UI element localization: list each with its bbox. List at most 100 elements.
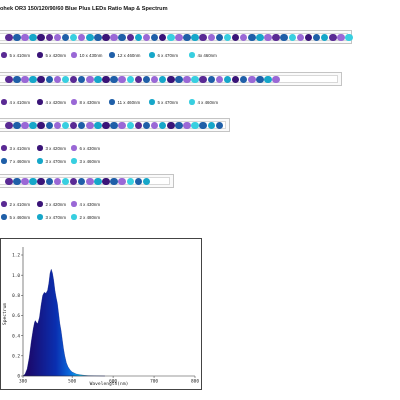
y-tick-label: 0 bbox=[17, 374, 20, 380]
led-dot-410nm bbox=[199, 33, 207, 41]
led-dot-430nm bbox=[264, 33, 272, 41]
legend-label: 4 x 430nm bbox=[79, 201, 101, 207]
led-dot-420nm bbox=[37, 177, 45, 185]
led-dot-470nm bbox=[29, 75, 37, 83]
led-bar-or3-60 bbox=[0, 174, 174, 188]
legend-item: 7 x 460nm bbox=[1, 157, 30, 165]
led-dot-430nm bbox=[53, 75, 62, 83]
legend-item: 4 x 410nm bbox=[1, 98, 30, 106]
led-dot-430nm bbox=[86, 75, 94, 83]
led-dot-460nm bbox=[110, 121, 118, 129]
led-dot-470nm bbox=[86, 33, 94, 41]
led-dot-460nm bbox=[207, 75, 215, 83]
led-dot-420nm bbox=[102, 177, 110, 185]
led-dot-410nm bbox=[69, 121, 78, 129]
led-dot-480nm bbox=[167, 33, 175, 41]
legend-item: 2 x 420nm bbox=[37, 200, 66, 208]
led-bar-or3-120 bbox=[0, 72, 342, 86]
led-dot-420nm bbox=[167, 121, 175, 129]
legend-item: 3 x 420nm bbox=[37, 144, 66, 152]
led-dot-410nm bbox=[199, 75, 207, 83]
led-dot-480nm bbox=[69, 33, 78, 41]
led-dot-460nm bbox=[13, 121, 21, 129]
led-dot-470nm bbox=[223, 75, 232, 83]
led-dot-460nm bbox=[45, 121, 53, 129]
led-dot-460nm bbox=[312, 33, 321, 41]
led-dot-430nm bbox=[142, 33, 151, 41]
led-dot-410nm bbox=[45, 33, 53, 41]
legend-swatch bbox=[71, 158, 77, 164]
led-dot-430nm bbox=[248, 75, 256, 83]
legend-swatch bbox=[37, 201, 43, 207]
led-dot-460nm bbox=[239, 75, 248, 83]
legend-label: 3 x 420nm bbox=[45, 145, 67, 151]
legend-swatch bbox=[189, 52, 195, 58]
led-dot-430nm bbox=[183, 75, 191, 83]
led-dot-410nm bbox=[5, 75, 13, 83]
led-dot-460nm bbox=[175, 75, 183, 83]
led-dot-410nm bbox=[5, 177, 13, 185]
legend-swatch bbox=[1, 214, 7, 220]
legend-item: 3 x 470nm bbox=[37, 213, 66, 221]
led-dot-430nm bbox=[183, 121, 191, 129]
led-dot-460nm bbox=[77, 121, 86, 129]
led-dot-430nm bbox=[110, 33, 118, 41]
led-dot-410nm bbox=[5, 121, 13, 129]
led-dot-470nm bbox=[264, 75, 272, 83]
led-dot-430nm bbox=[207, 33, 215, 41]
legend-swatch bbox=[71, 145, 77, 151]
led-dot-430nm bbox=[21, 75, 29, 83]
legend-swatch bbox=[1, 145, 7, 151]
legend-item: 10 x 430nm bbox=[71, 51, 102, 59]
led-dot-470nm bbox=[94, 121, 102, 129]
led-dot-470nm bbox=[94, 75, 102, 83]
led-dot-430nm bbox=[118, 177, 126, 185]
y-tick-label: 0.8 bbox=[12, 293, 20, 299]
x-tick-label: 600 bbox=[109, 379, 117, 385]
legend-label: 4x 460nm bbox=[197, 52, 217, 58]
led-dot-410nm bbox=[329, 33, 337, 41]
led-dot-470nm bbox=[207, 121, 215, 129]
legend-swatch bbox=[37, 145, 43, 151]
led-dot-460nm bbox=[175, 121, 183, 129]
legend-item: 6 x 430nm bbox=[71, 144, 100, 152]
legend-swatch bbox=[189, 99, 195, 105]
led-dot-470nm bbox=[158, 121, 167, 129]
led-dot-420nm bbox=[37, 75, 45, 83]
led-dot-420nm bbox=[304, 33, 313, 41]
legend-swatch bbox=[37, 214, 43, 220]
legend-swatch bbox=[37, 52, 43, 58]
led-dot-460nm bbox=[77, 75, 86, 83]
led-dot-430nm bbox=[215, 75, 224, 83]
x-tick-label: 800 bbox=[191, 379, 199, 385]
legend-item: 11 x 460nm bbox=[109, 98, 140, 106]
page-title: ohek OR3 150/120/90/60 Blue Plus LEDs Ra… bbox=[0, 6, 168, 12]
led-dot-460nm bbox=[110, 75, 118, 83]
legend-label: 4 x 410nm bbox=[9, 99, 31, 105]
led-dot-430nm bbox=[86, 177, 94, 185]
led-dot-460nm bbox=[215, 121, 224, 129]
legend-label: 2 x 480nm bbox=[79, 214, 101, 220]
led-dot-430nm bbox=[150, 75, 159, 83]
led-dot-480nm bbox=[61, 75, 70, 83]
led-dot-480nm bbox=[126, 177, 134, 185]
legend-item: 5 x 460nm bbox=[1, 213, 30, 221]
led-dot-420nm bbox=[158, 33, 167, 41]
legend-swatch bbox=[1, 201, 7, 207]
legend-label: 7 x 460nm bbox=[9, 158, 31, 164]
led-dot-460nm bbox=[183, 33, 191, 41]
legend-item: 2 x 480nm bbox=[71, 213, 100, 221]
led-bar-or3-150 bbox=[0, 30, 353, 44]
led-dot-430nm bbox=[53, 33, 62, 41]
led-dot-470nm bbox=[191, 33, 199, 41]
y-axis-label: Spectrum bbox=[2, 303, 8, 325]
spectrum-chart: 0 0.2 0.4 0.6 0.8 1.0 1.2 380 500 600 700 800 Wave… bbox=[0, 238, 202, 390]
x-axis-label: Wavelength(nm) bbox=[90, 381, 129, 387]
led-dot-470nm bbox=[134, 33, 143, 41]
led-dot-480nm bbox=[126, 75, 134, 83]
led-dot-420nm bbox=[231, 75, 240, 83]
legend-swatch bbox=[71, 52, 77, 58]
legend-swatch bbox=[37, 99, 43, 105]
led-dot-430nm bbox=[21, 33, 29, 41]
led-dot-410nm bbox=[69, 75, 78, 83]
